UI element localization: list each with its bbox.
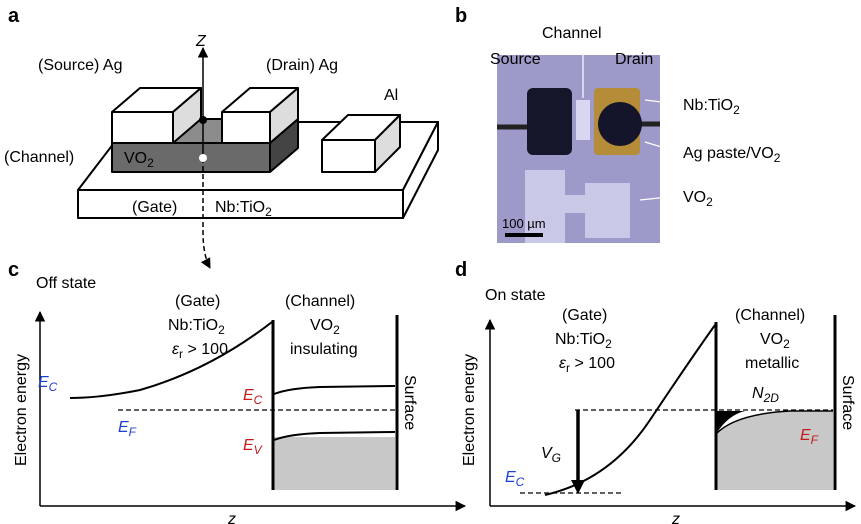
label-text: Ag paste/VO — [683, 145, 774, 162]
label-text: VO — [683, 189, 706, 206]
dot — [199, 116, 207, 124]
label-sub: C — [254, 393, 263, 407]
panel-label: c — [8, 259, 19, 281]
label: Al — [384, 87, 398, 104]
label-text: E — [505, 469, 516, 486]
label-sub: F — [129, 425, 137, 439]
x-axis-label: z — [227, 511, 236, 524]
band-label: EC — [505, 469, 525, 489]
scale-label: 100 µm — [502, 216, 546, 231]
label: εr > 100 — [559, 355, 615, 375]
panel-c: c Off state Electron energy z (Gate) Nb:… — [8, 259, 465, 524]
label-text: E — [38, 374, 49, 391]
dot — [199, 154, 207, 162]
label-sub: 2 — [605, 337, 612, 351]
label: (Channel) — [4, 149, 74, 166]
state-label: Off state — [36, 275, 96, 292]
label-sub: C — [516, 475, 525, 489]
y-axis-label: Electron energy — [13, 354, 30, 466]
figure: a Z (Source) Ag (Drain) Ag Al (Channel) … — [0, 0, 861, 524]
label-text: E — [243, 437, 254, 454]
drain-front — [222, 112, 270, 143]
label-rest: > 100 — [183, 341, 228, 358]
band-label: VG — [541, 445, 561, 465]
panel-label: a — [8, 5, 20, 27]
label: (Channel) — [735, 307, 805, 324]
label-sub: 2 — [783, 337, 790, 351]
label-sub: G — [552, 451, 561, 465]
label-text: VO — [124, 150, 147, 167]
source-front — [112, 112, 173, 143]
label-text: Nb:TiO — [555, 331, 605, 348]
band-label: EC — [38, 374, 58, 394]
band-label: N2D — [752, 385, 779, 405]
label-sub: 2 — [774, 151, 781, 165]
label-text: N — [752, 385, 764, 402]
label-sub: C — [49, 380, 58, 394]
label-text: E — [243, 387, 254, 404]
ec-line — [274, 386, 395, 394]
source-pad — [527, 88, 572, 155]
label: (Channel) — [285, 293, 355, 310]
surface-label: Surface — [401, 375, 418, 430]
label: Ag paste/VO2 — [683, 145, 781, 165]
label-sub: 2 — [706, 195, 713, 209]
label-sub: 2D — [763, 391, 780, 405]
label-rest: > 100 — [570, 355, 615, 372]
label: VO2 — [760, 331, 790, 351]
label: VO2 — [683, 189, 713, 209]
label: Nb:TiO2 — [555, 331, 612, 351]
label: Nb:TiO2 — [168, 317, 225, 337]
label: VO2 — [310, 317, 340, 337]
label-sub: 2 — [218, 323, 225, 337]
x-axis-label: z — [671, 511, 680, 524]
label-text: VO — [310, 317, 333, 334]
drain-paste — [598, 102, 642, 146]
label: metallic — [745, 355, 799, 372]
label: Channel — [542, 25, 602, 42]
band-label: EC — [243, 387, 263, 407]
label: (Drain) Ag — [266, 57, 338, 74]
label: Nb:TiO2 — [683, 97, 740, 117]
panel-b: b 100 µm Channel Source Drain Nb:TiO2 Ag… — [455, 5, 781, 243]
valence-band — [274, 437, 395, 490]
y-axis-label: Electron energy — [461, 354, 478, 466]
label-sub: F — [811, 433, 819, 447]
label-text: Nb:TiO — [683, 97, 733, 114]
channel — [576, 100, 590, 140]
label-text: Nb:TiO — [215, 199, 265, 216]
label: (Gate) — [175, 293, 220, 310]
panel-d: d On state Electron energy z (Gate) Nb:T… — [455, 259, 856, 524]
label: (Gate) — [132, 199, 177, 216]
label-text: VO — [760, 331, 783, 348]
label-sub: 2 — [733, 103, 740, 117]
surface-label: Surface — [839, 375, 856, 430]
panel-label: d — [455, 259, 467, 281]
label-sub: 2 — [333, 323, 340, 337]
state-label: On state — [485, 287, 546, 304]
label-text: E — [800, 427, 811, 444]
label: insulating — [290, 341, 358, 358]
label-text: Nb:TiO — [168, 317, 218, 334]
label: (Source) Ag — [38, 57, 122, 74]
label-sub: V — [254, 443, 263, 457]
panel-label: b — [455, 5, 467, 27]
label: Drain — [615, 51, 653, 68]
label: (Gate) — [562, 307, 607, 324]
axis-label: Z — [195, 33, 207, 50]
label-sub: 2 — [147, 156, 154, 170]
panel-a: a Z (Source) Ag (Drain) Ag Al (Channel) … — [4, 5, 438, 268]
label-text: E — [118, 419, 129, 436]
label-sub: 2 — [265, 205, 272, 219]
label: Source — [490, 51, 541, 68]
al-front — [322, 140, 375, 172]
band-label: EF — [118, 419, 137, 439]
label: εr > 100 — [172, 341, 228, 361]
band-label: EV — [243, 437, 263, 457]
